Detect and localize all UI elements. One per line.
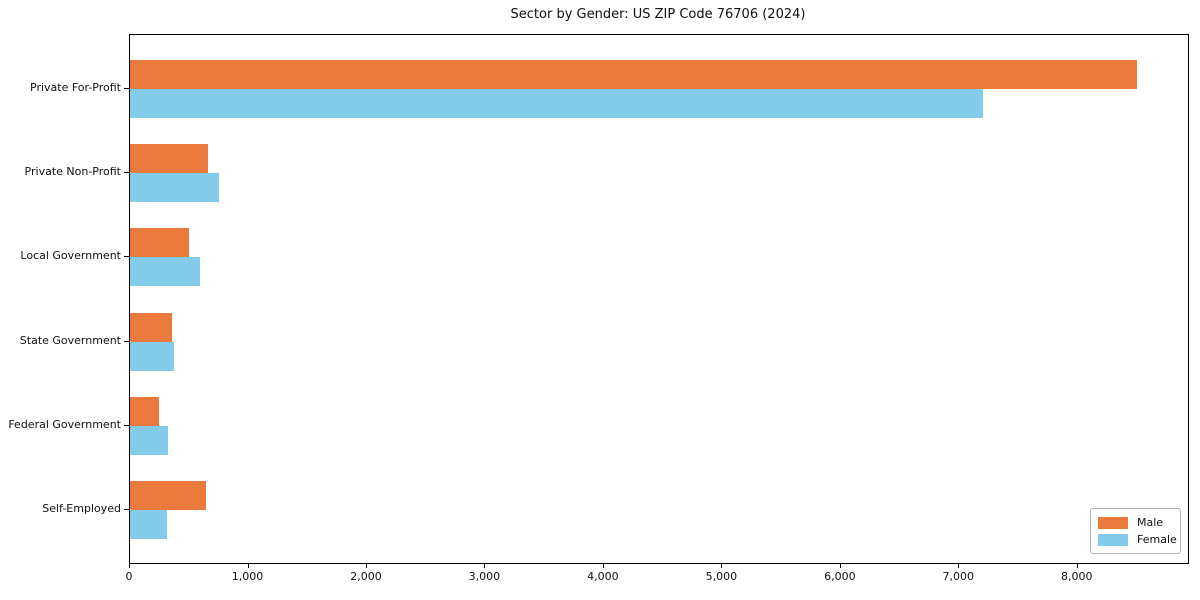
ytick-label-private-for-profit: Private For-Profit <box>30 81 121 94</box>
xtick-label-4000: 4,000 <box>587 570 619 583</box>
ytick-mark <box>124 424 129 426</box>
ytick-label-local-government: Local Government <box>20 249 121 263</box>
female-swatch-icon <box>1098 533 1128 546</box>
ytick-mark <box>124 256 129 258</box>
xtick-label-5000: 5,000 <box>705 570 738 583</box>
plot-area <box>129 34 1189 564</box>
xtick-mark <box>721 563 723 568</box>
legend-row-male: Male <box>1098 514 1173 531</box>
ytick-label-self-employed: Self-Employed <box>42 502 121 515</box>
ytick-label-state-government: State Government <box>19 333 121 347</box>
ytick-mark <box>124 509 129 510</box>
xtick-mark <box>247 563 249 568</box>
bar-male-private-for-profit <box>130 60 1138 89</box>
male-swatch-icon <box>1098 516 1128 529</box>
xtick-mark <box>1076 563 1078 568</box>
xtick-label-7000: 7,000 <box>942 570 975 583</box>
legend-label-male: Male <box>1137 516 1164 529</box>
ytick-label-federal-government: Federal Government <box>8 417 121 431</box>
bar-female-self-employed <box>130 510 167 539</box>
ytick-mark <box>124 340 129 342</box>
legend-label-female: Female <box>1137 533 1177 546</box>
legend: Male Female <box>1090 508 1181 554</box>
xtick-mark <box>958 563 960 568</box>
xtick-mark <box>484 563 486 568</box>
xtick-mark <box>366 563 367 568</box>
chart-title: Sector by Gender: US ZIP Code 76706 (202… <box>510 7 806 22</box>
ytick-mark <box>124 172 129 174</box>
bar-male-private-non-profit <box>130 144 208 174</box>
xtick-label-3000: 3,000 <box>468 570 501 583</box>
bar-female-private-for-profit <box>130 89 983 118</box>
xtick-label-6000: 6,000 <box>824 570 856 583</box>
bar-male-self-employed <box>130 481 206 510</box>
ytick-label-private-non-profit: Private Non-Profit <box>24 165 121 179</box>
ytick-mark <box>124 88 129 89</box>
bar-male-local-government <box>130 228 189 258</box>
xtick-label-0: 0 <box>125 570 133 583</box>
xtick-mark <box>129 563 130 568</box>
xtick-label-2000: 2,000 <box>350 570 382 583</box>
bar-female-local-government <box>130 257 200 287</box>
bar-female-private-non-profit <box>130 173 219 203</box>
bar-male-state-government <box>130 312 172 342</box>
bar-female-state-government <box>130 341 175 371</box>
bar-male-federal-government <box>130 396 159 426</box>
legend-row-female: Female <box>1098 531 1177 548</box>
bar-female-federal-government <box>130 425 168 455</box>
xtick-label-1000: 1,000 <box>231 570 264 583</box>
xtick-label-8000: 8,000 <box>1061 570 1093 583</box>
xtick-mark <box>602 563 604 568</box>
xtick-mark <box>839 563 841 568</box>
